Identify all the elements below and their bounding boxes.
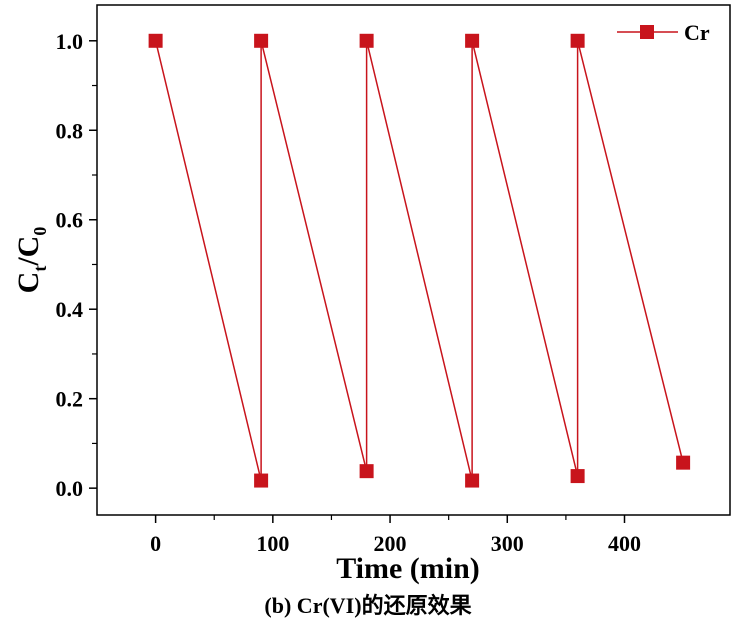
data-point-marker	[570, 33, 585, 48]
data-point-marker	[465, 473, 480, 488]
x-axis-label: Time (min)	[336, 552, 480, 585]
y-axis-label-mid: /C	[12, 236, 45, 267]
y-axis-label-main: C	[12, 272, 45, 294]
plot-frame	[96, 4, 731, 516]
y-tick-label: 1.0	[56, 29, 84, 54]
y-tick-label: 0.2	[56, 387, 84, 412]
y-axis-label-sub-t: t	[30, 266, 50, 272]
x-tick-label: 400	[608, 531, 641, 556]
series-line	[154, 40, 684, 481]
data-point-marker	[465, 33, 480, 48]
y-tick-label: 0.8	[56, 118, 84, 143]
data-point-marker	[570, 469, 585, 484]
figure-caption: (b) Cr(VI)的还原效果	[264, 593, 472, 618]
legend-marker	[640, 25, 654, 39]
x-tick-label: 100	[256, 531, 289, 556]
data-point-marker	[676, 455, 691, 470]
svg-text:Ct/C0: Ct/C0	[12, 227, 50, 294]
data-point-marker	[359, 33, 374, 48]
data-point-marker	[254, 473, 269, 488]
y-axis-label-sub-0: 0	[30, 227, 50, 236]
series-layer	[148, 33, 691, 488]
y-tick-label: 0.0	[56, 476, 84, 501]
x-tick-label: 0	[150, 531, 161, 556]
x-tick-label: 200	[374, 531, 407, 556]
x-tick-label: 300	[491, 531, 524, 556]
y-tick-label: 0.6	[56, 208, 84, 233]
legend: Cr	[617, 20, 710, 45]
data-point-marker	[254, 33, 269, 48]
y-axis-ticks: 0.0 0.2 0.4 0.6 0.8 1.0	[56, 29, 97, 501]
y-axis-label: Ct/C0	[12, 227, 50, 294]
chart: 0 100 200 300 400 0.0 0.2 0.4 0.6 0.8 1.0 Cr Time…	[12, 4, 731, 585]
data-point-marker	[359, 464, 374, 479]
y-tick-label: 0.4	[56, 297, 84, 322]
x-axis-ticks: 0 100 200 300 400	[150, 515, 641, 556]
legend-label: Cr	[684, 20, 710, 45]
data-point-marker	[148, 33, 163, 48]
